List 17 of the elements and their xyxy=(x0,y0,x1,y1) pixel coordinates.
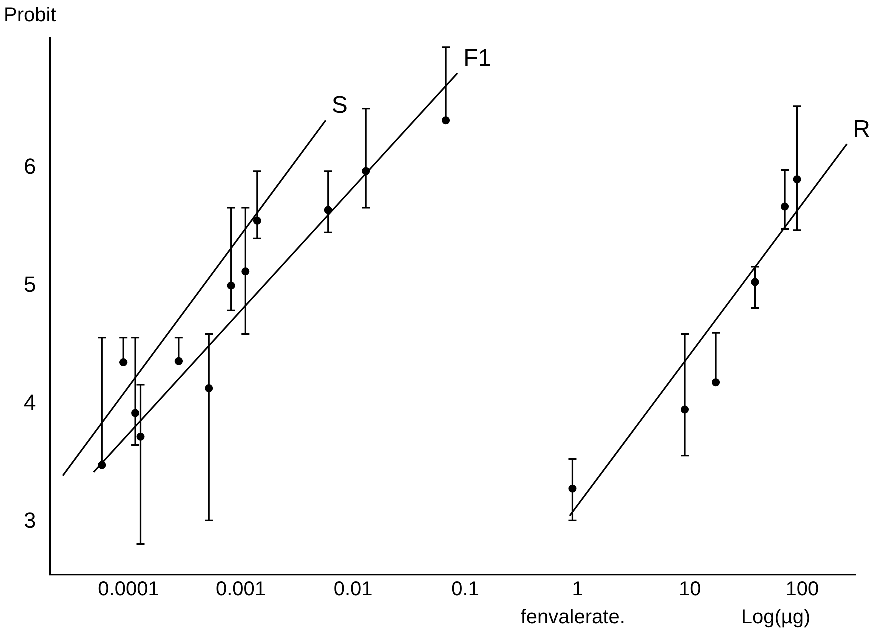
y-tick-label: 4 xyxy=(24,390,36,415)
y-tick-label: 3 xyxy=(24,508,36,533)
x-tick-label: 0.1 xyxy=(452,578,480,601)
x-tick-label: 0.001 xyxy=(216,578,266,601)
y-axis-title: Probit xyxy=(4,4,57,27)
x-tick-label: 1 xyxy=(572,578,584,601)
series-label: F1 xyxy=(464,45,492,72)
x-tick-label: 0.01 xyxy=(334,578,373,601)
y-tick-label: 6 xyxy=(24,154,36,179)
series-label: R xyxy=(853,116,870,143)
x-tick-label: 100 xyxy=(786,578,820,601)
y-tick-label: 5 xyxy=(24,272,36,297)
x-axis-title: fenvalerate. xyxy=(520,606,626,629)
x-tick-label: 10 xyxy=(679,578,702,601)
x-tick-label: 0.0001 xyxy=(98,578,160,601)
series-label: S xyxy=(332,92,348,120)
text: Log(µg) xyxy=(741,606,811,629)
